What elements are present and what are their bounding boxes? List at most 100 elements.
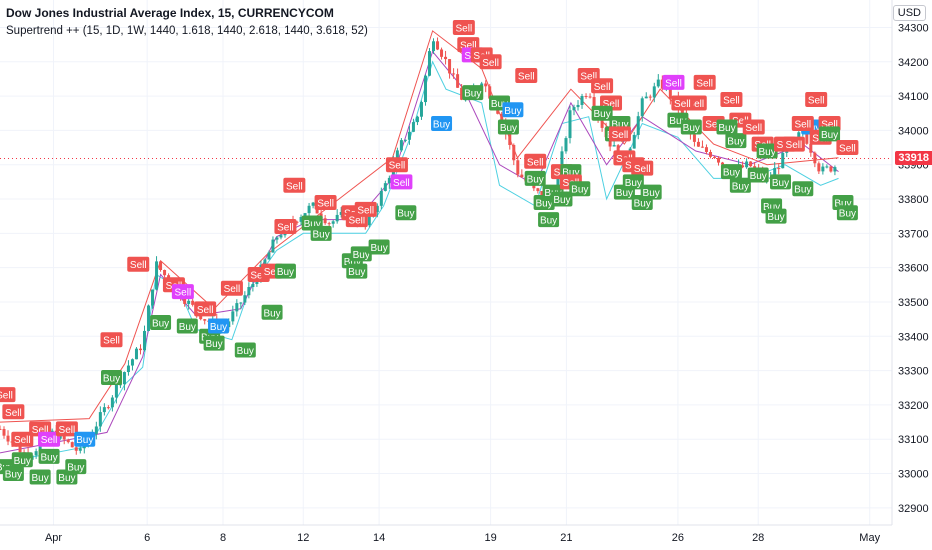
candle-body: [644, 96, 648, 99]
sell-signal-label: Sell: [518, 71, 535, 82]
buy-signal-badge: [2, 466, 24, 482]
sell-signal-badge: [2, 404, 25, 420]
buy-signal-label: Buy: [205, 339, 222, 350]
candle-body: [636, 116, 640, 135]
buy-signal-label: Buy: [32, 473, 49, 484]
candle-body: [106, 407, 110, 409]
buy-signal-label: Buy: [504, 106, 521, 117]
indicator-legend[interactable]: Supertrend ++ (15, 1D, 1W, 1440, 1.618, …: [6, 25, 368, 37]
y-tick-label: 33300: [898, 366, 929, 378]
candle-body: [323, 218, 327, 224]
candle-body: [70, 442, 74, 448]
buy-signal-badge: [176, 318, 198, 334]
sell-signal-label: Sell: [460, 41, 477, 52]
sell-signal-label: Sell: [14, 435, 31, 446]
buy-signal-label: Buy: [821, 130, 838, 141]
y-tick-label: 34300: [898, 22, 929, 34]
buy-signal-label: Buy: [750, 171, 767, 182]
buy-signal-label: Buy: [540, 216, 557, 227]
candle-body: [829, 166, 833, 172]
buy-signal-badge: [497, 119, 519, 135]
candle-body: [600, 117, 604, 128]
sell-signal-label: Sell: [580, 71, 597, 82]
buy-signal-label: Buy: [152, 319, 169, 330]
candle-body: [155, 261, 159, 290]
sell-signal-label: Sell: [130, 260, 147, 271]
candle-body: [668, 87, 672, 99]
sell-signal-label: Sell: [32, 425, 49, 436]
candle-body: [500, 113, 504, 122]
candle-body: [488, 86, 492, 99]
sell-signal-label: Sell: [197, 305, 214, 316]
buy-signal-label: Buy: [103, 373, 120, 384]
sell-signal-label: Sell: [103, 336, 120, 347]
sell-signal-label: Sell: [665, 78, 682, 89]
candle-body: [588, 96, 592, 98]
sell-signal-badge: [524, 153, 547, 169]
candle-body: [781, 152, 785, 169]
currency-selector[interactable]: USD: [892, 5, 926, 21]
sell-signal-label: Sell: [250, 271, 267, 282]
sell-signal-badge: [390, 174, 413, 190]
sell-signal-label: Sell: [732, 116, 749, 127]
candle-body: [612, 145, 616, 147]
sell-signal-label: Sell: [277, 222, 294, 233]
buy-signal-badge: [836, 205, 858, 221]
buy-signal-badge: [368, 239, 390, 255]
candle-body: [411, 122, 415, 132]
buy-signal-badge: [101, 369, 122, 385]
buy-signal-label: Buy: [683, 123, 700, 134]
buy-signal-label: Buy: [58, 473, 75, 484]
sell-signal-badge: [127, 256, 150, 272]
candle-body: [239, 302, 243, 304]
candle-body: [440, 49, 444, 57]
sell-signal-label: Sell: [634, 164, 651, 175]
sell-signal-label: Sell: [603, 99, 620, 110]
buy-signal-label: Buy: [397, 209, 414, 220]
buy-signal-badge: [591, 105, 613, 121]
candle-body: [18, 443, 22, 453]
sell-signal-label: Sell: [0, 391, 13, 402]
candle-body: [576, 104, 580, 108]
sell-signal-badge: [194, 301, 217, 317]
buy-signal-badge: [551, 191, 573, 207]
buy-signal-label: Buy: [348, 267, 365, 278]
sell-signal-label: Sell: [723, 96, 740, 107]
buy-signal-label: Buy: [353, 250, 370, 261]
sell-signal-label: Sell: [839, 144, 856, 155]
buy-signal-label: Buy: [536, 198, 553, 209]
sell-signal-badge: [720, 92, 743, 108]
buy-signal-label: Buy: [210, 322, 227, 333]
buy-signal-label: Buy: [500, 123, 517, 134]
buy-signal-label: Buy: [40, 452, 57, 463]
buy-signal-label: Buy: [237, 346, 254, 357]
candle-body: [2, 429, 6, 436]
candle-body: [191, 300, 195, 305]
sell-signal-label: Sell: [348, 216, 365, 227]
buy-signal-badge: [538, 212, 560, 228]
buy-signal-label: Buy: [732, 181, 749, 192]
candle-body: [419, 102, 423, 117]
sell-signal-label: Sell: [808, 96, 825, 107]
candle-body: [432, 41, 436, 52]
buy-signal-label: Buy: [616, 188, 633, 199]
candle-body: [138, 348, 142, 351]
candle-body: [147, 305, 151, 331]
y-tick-label: 34200: [898, 57, 929, 69]
candle-body: [572, 107, 576, 111]
buy-signal-label: Buy: [718, 123, 735, 134]
candle-body: [403, 139, 407, 141]
buy-signal-badge: [274, 263, 296, 279]
sell-signal-label: Sell: [745, 123, 762, 134]
candle-body: [520, 174, 524, 178]
candle-body: [114, 384, 118, 398]
candle-body: [777, 168, 781, 170]
sell-signal-label: Sell: [696, 78, 713, 89]
candle-body: [134, 348, 138, 360]
candle-body: [335, 214, 339, 222]
candle-body: [74, 447, 78, 451]
candle-body: [809, 143, 813, 153]
sell-signal-badge: [479, 54, 502, 70]
buy-signal-label: Buy: [643, 188, 660, 199]
